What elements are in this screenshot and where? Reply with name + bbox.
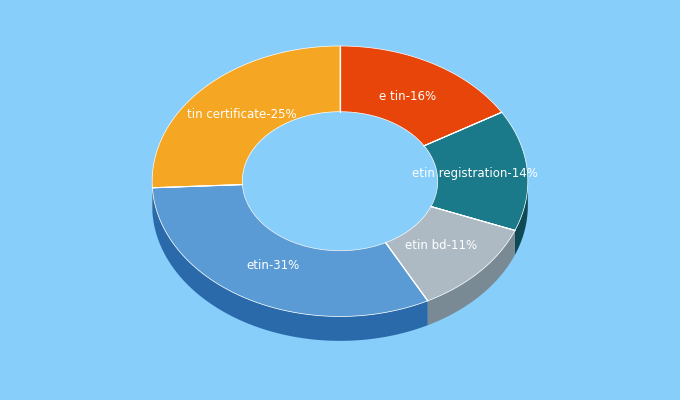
Text: e tin-16%: e tin-16% [379,90,436,103]
Polygon shape [152,184,428,316]
Polygon shape [152,46,340,188]
Text: etin bd-11%: etin bd-11% [405,240,477,252]
Polygon shape [243,184,386,275]
Polygon shape [424,112,528,230]
Text: tin certificate-25%: tin certificate-25% [187,108,296,121]
Polygon shape [386,206,431,267]
Polygon shape [428,230,515,325]
Polygon shape [386,206,515,301]
Polygon shape [515,181,528,255]
Polygon shape [340,46,502,146]
Text: etin-31%: etin-31% [246,259,299,272]
Text: etin registration-14%: etin registration-14% [412,167,538,180]
Polygon shape [152,188,428,341]
Polygon shape [431,181,438,231]
